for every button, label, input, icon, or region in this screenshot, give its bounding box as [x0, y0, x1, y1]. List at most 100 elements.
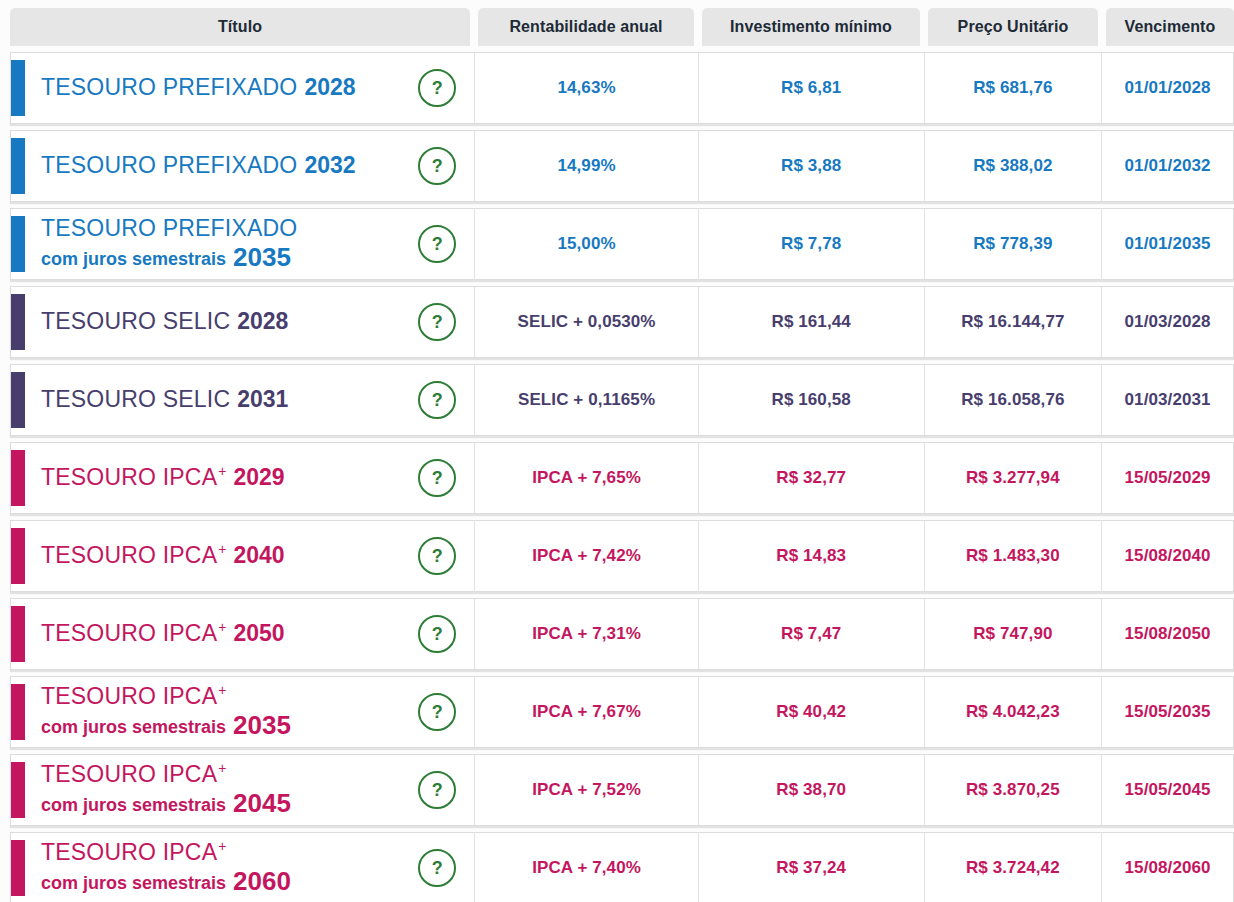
bond-color-bar	[11, 684, 25, 740]
bond-title: TESOURO IPCA+ com juros semestrais2060	[41, 839, 291, 897]
bond-unit-price: R$ 388,02	[924, 131, 1102, 201]
bond-maturity-date: 01/01/2032	[1101, 131, 1233, 201]
help-icon[interactable]: ?	[418, 147, 456, 185]
bond-row[interactable]: TESOURO IPCA+ com juros semestrais2045 ?…	[10, 754, 1234, 826]
bond-unit-price: R$ 16.058,76	[924, 365, 1102, 435]
bond-title: TESOURO SELIC2028	[41, 308, 288, 337]
bond-title-cell: TESOURO IPCA+ com juros semestrais2045 ?	[11, 755, 474, 825]
bond-unit-price: R$ 778,39	[924, 209, 1102, 279]
column-header-rentabilidade-anual: Rentabilidade anual	[478, 8, 694, 46]
help-icon[interactable]: ?	[418, 537, 456, 575]
bond-table-body: TESOURO PREFIXADO2028 ? 14,63% R$ 6,81 R…	[10, 52, 1234, 902]
help-icon[interactable]: ?	[418, 693, 456, 731]
bond-maturity-date: 15/08/2060	[1101, 833, 1233, 902]
bond-annual-rate: 14,99%	[474, 131, 698, 201]
bond-title-cell: TESOURO IPCA+ com juros semestrais2035 ?	[11, 677, 474, 747]
bond-min-investment: R$ 7,78	[698, 209, 924, 279]
bond-unit-price: R$ 16.144,77	[924, 287, 1102, 357]
help-icon[interactable]: ?	[418, 459, 456, 497]
bond-year: 2032	[304, 152, 355, 178]
bond-name: TESOURO PREFIXADO	[41, 74, 297, 100]
column-header-investimento-minimo: Investimento mínimo	[702, 8, 920, 46]
bond-row[interactable]: TESOURO SELIC2028 ? SELIC + 0,0530% R$ 1…	[10, 286, 1234, 358]
bond-name: TESOURO IPCA	[41, 683, 217, 709]
bond-title: TESOURO IPCA+2040	[41, 542, 285, 571]
bond-color-bar	[11, 450, 25, 506]
bond-min-investment: R$ 14,83	[698, 521, 924, 591]
question-mark: ?	[432, 702, 443, 723]
bond-year: 2031	[237, 386, 288, 412]
question-mark: ?	[432, 312, 443, 333]
bond-title-cell: TESOURO PREFIXADO2028 ?	[11, 53, 474, 123]
help-icon[interactable]: ?	[418, 303, 456, 341]
bond-annual-rate: IPCA + 7,42%	[474, 521, 698, 591]
help-icon[interactable]: ?	[418, 69, 456, 107]
help-icon[interactable]: ?	[418, 615, 456, 653]
bond-title-cell: TESOURO SELIC2031 ?	[11, 365, 474, 435]
bond-year: 2035	[233, 710, 291, 740]
bond-maturity-date: 01/03/2028	[1101, 287, 1233, 357]
bond-maturity-date: 15/05/2029	[1101, 443, 1233, 513]
column-header-preco-unitario: Preço Unitário	[928, 8, 1098, 46]
bond-row[interactable]: TESOURO IPCA+2029 ? IPCA + 7,65% R$ 32,7…	[10, 442, 1234, 514]
question-mark: ?	[432, 546, 443, 567]
bond-min-investment: R$ 6,81	[698, 53, 924, 123]
bond-color-bar	[11, 372, 25, 428]
bond-year: 2040	[233, 542, 284, 568]
bond-color-bar	[11, 138, 25, 194]
bond-min-investment: R$ 3,88	[698, 131, 924, 201]
bond-annual-rate: SELIC + 0,1165%	[474, 365, 698, 435]
bond-maturity-date: 01/03/2031	[1101, 365, 1233, 435]
bond-row[interactable]: TESOURO PREFIXADO com juros semestrais20…	[10, 208, 1234, 280]
bond-title: TESOURO IPCA+2050	[41, 620, 285, 649]
bond-name: TESOURO IPCA	[41, 542, 217, 568]
bond-row[interactable]: TESOURO IPCA+ com juros semestrais2035 ?…	[10, 676, 1234, 748]
bond-row[interactable]: TESOURO PREFIXADO 2032 ? 14,99% R$ 3,88 R…	[10, 130, 1234, 202]
bond-unit-price: R$ 4.042,23	[924, 677, 1102, 747]
bond-annual-rate: IPCA + 7,52%	[474, 755, 698, 825]
help-icon[interactable]: ?	[418, 849, 456, 887]
table-header-row: Título Rentabilidade anual Investimento …	[10, 8, 1234, 46]
question-mark: ?	[432, 234, 443, 255]
bond-title-cell: TESOURO PREFIXADO com juros semestrais20…	[11, 209, 474, 279]
header-gap	[1098, 8, 1106, 46]
bond-row[interactable]: TESOURO PREFIXADO2028 ? 14,63% R$ 6,81 R…	[10, 52, 1234, 124]
help-icon[interactable]: ?	[418, 771, 456, 809]
plus-superscript: +	[218, 682, 226, 698]
question-mark: ?	[432, 780, 443, 801]
bond-row[interactable]: TESOURO SELIC2031 ? SELIC + 0,1165% R$ 1…	[10, 364, 1234, 436]
bond-subtitle: com juros semestrais	[41, 249, 226, 269]
bond-subtitle: com juros semestrais	[41, 873, 226, 893]
bond-maturity-date: 15/05/2045	[1101, 755, 1233, 825]
bond-title: TESOURO IPCA+ com juros semestrais2035	[41, 683, 291, 741]
header-gap	[694, 8, 702, 46]
bond-table: Título Rentabilidade anual Investimento …	[10, 8, 1234, 902]
bond-row[interactable]: TESOURO IPCA+2050 ? IPCA + 7,31% R$ 7,47…	[10, 598, 1234, 670]
bond-row[interactable]: TESOURO IPCA+2040 ? IPCA + 7,42% R$ 14,8…	[10, 520, 1234, 592]
bond-name: TESOURO PREFIXADO	[41, 215, 297, 241]
question-mark: ?	[432, 390, 443, 411]
bond-color-bar	[11, 762, 25, 818]
bond-name: TESOURO SELIC	[41, 308, 230, 334]
bond-row[interactable]: TESOURO IPCA+ com juros semestrais2060 ?…	[10, 832, 1234, 902]
bond-title: TESOURO IPCA+2029	[41, 464, 285, 493]
help-icon[interactable]: ?	[418, 381, 456, 419]
bond-subtitle: com juros semestrais	[41, 795, 226, 815]
bond-title: TESOURO SELIC2031	[41, 386, 288, 415]
bond-annual-rate: SELIC + 0,0530%	[474, 287, 698, 357]
bond-name: TESOURO PREFIXADO	[41, 152, 297, 178]
header-gap	[470, 8, 478, 46]
plus-superscript: +	[218, 838, 226, 854]
question-mark: ?	[432, 624, 443, 645]
bond-year: 2045	[233, 788, 291, 818]
bond-unit-price: R$ 3.870,25	[924, 755, 1102, 825]
bond-title: TESOURO IPCA+ com juros semestrais2045	[41, 761, 291, 819]
plus-superscript: +	[218, 541, 226, 557]
bond-unit-price: R$ 3.724,42	[924, 833, 1102, 902]
bond-min-investment: R$ 7,47	[698, 599, 924, 669]
help-icon[interactable]: ?	[418, 225, 456, 263]
bond-title-cell: TESOURO IPCA+2040 ?	[11, 521, 474, 591]
bond-min-investment: R$ 40,42	[698, 677, 924, 747]
bond-maturity-date: 15/08/2040	[1101, 521, 1233, 591]
bond-annual-rate: IPCA + 7,40%	[474, 833, 698, 902]
